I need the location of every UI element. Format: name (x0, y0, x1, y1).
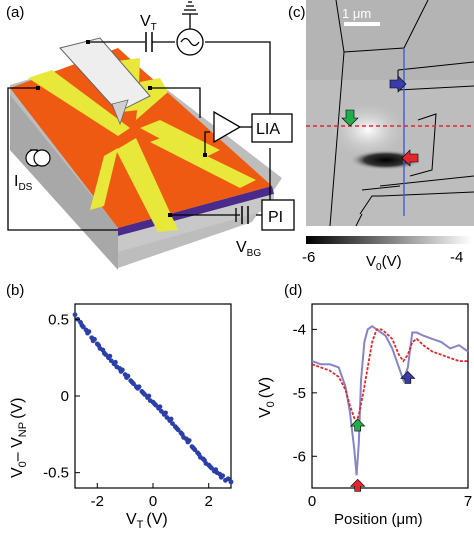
y-tick-label-d: -6 (293, 448, 306, 465)
scatter-point (192, 447, 198, 453)
scatter-point (92, 336, 97, 342)
scatter-point (157, 404, 163, 410)
profile-series-1 (311, 328, 468, 424)
y-axis-label-d: V0(V) (257, 377, 277, 418)
profile-series-0 (311, 324, 469, 476)
y-tick-label: 0 (61, 388, 69, 405)
y-tick-label-d: -5 (293, 385, 306, 402)
vt-label: VT (140, 13, 157, 33)
colorbar-min: -6 (302, 249, 315, 266)
lia-label: LIA (256, 121, 280, 138)
pi-box (261, 199, 295, 231)
pi-label: PI (268, 209, 283, 226)
electrode-bottom-left (90, 148, 118, 210)
x-tick-label-d: 0 (308, 493, 316, 510)
scale-bar (344, 22, 380, 26)
ids-label: IDS (14, 173, 33, 193)
y-tick-label: -0.5 (43, 465, 69, 482)
scatter-point (86, 329, 92, 334)
substrate-front (118, 194, 274, 252)
scatter-point (220, 473, 226, 479)
scatter-point (72, 312, 78, 318)
panel-label-d: (d) (284, 282, 303, 299)
scatter-point (80, 324, 86, 330)
scatter-point (186, 438, 192, 443)
circuit-wires (7, 41, 271, 231)
colorbar-label: V0(V) (366, 253, 402, 273)
colorbar-max: -4 (450, 249, 463, 266)
scatter-point (228, 479, 234, 485)
junction-dots (36, 40, 207, 217)
profile-arrow-marker (349, 418, 366, 432)
electrode-top-left (28, 70, 130, 136)
scatter-points (72, 312, 234, 485)
profile-lines (311, 324, 469, 476)
blue-arrow-icon (389, 75, 407, 93)
axis-ticks: -2 0 2 0.5 0 -0.5 (43, 311, 213, 510)
profile-arrow-marker (400, 371, 416, 384)
scatter-point (142, 392, 148, 397)
scatter-point (136, 384, 142, 390)
scatter-point (168, 416, 174, 422)
vbg-label: VBG (236, 239, 261, 259)
scatter-point (119, 367, 125, 373)
green-arrow-icon (341, 109, 359, 127)
scatter-chart: -2 0 2 0.5 0 -0.5 V0– VNP(V) VT (V) (9, 303, 234, 531)
panel-label-a: (a) (6, 4, 25, 21)
panel-label-b: (b) (6, 282, 25, 299)
scatter-point (164, 415, 170, 420)
scatter-point (209, 465, 214, 471)
scale-bar-label: 1 μm (342, 6, 371, 21)
device-schematic: VT LIA IDS PI VBG (7, 1, 295, 270)
scatter-point (103, 352, 109, 357)
cantilever-tip (111, 99, 129, 126)
lia-box (251, 113, 293, 143)
x-tick-label: -2 (91, 493, 104, 510)
x-axis-label-d: Position (μm) (334, 511, 423, 528)
scatter-point (225, 476, 231, 482)
scatter-point (175, 427, 181, 433)
kpfm-image: 1 μm -6 -4 V0(V) (302, 0, 474, 273)
y-axis-label: V0– VNP(V) (9, 398, 29, 478)
panel-c: 1 μm -6 -4 V0(V) (c) (288, 0, 474, 278)
x-tick-label: 2 (205, 493, 213, 510)
substrate-side (10, 95, 118, 270)
profile-arrow-marker (349, 478, 366, 492)
profile-markers (349, 371, 416, 492)
axis-ticks-d: 0 7 -4 -5 -6 (293, 321, 473, 510)
electrode-bottom (116, 138, 178, 232)
ground-icon (182, 1, 198, 29)
scatter-point (153, 402, 159, 408)
x-tick-label-d: 7 (464, 493, 472, 510)
scatter-point (146, 393, 152, 399)
scatter-point (170, 421, 175, 426)
panel-a: VT LIA IDS PI VBG (a) (0, 0, 300, 278)
electrode-outlines (329, 0, 474, 227)
electrode-center-right (140, 120, 220, 160)
amplifier-icon (213, 110, 242, 144)
line-chart: 0 7 -4 -5 -6 V0(V) Position (μm) (257, 303, 473, 528)
electrode-lower-right (150, 136, 256, 188)
y-tick-label-d: -4 (293, 321, 306, 338)
red-arrow-icon (401, 149, 419, 167)
plot-frame-d (311, 303, 469, 489)
panel-b: -2 0 2 0.5 0 -0.5 V0– VNP(V) VT (V) (b) (0, 278, 240, 531)
x-axis-label: VT (V) (126, 511, 168, 530)
x-tick-label: 0 (149, 493, 157, 510)
scatter-point (158, 408, 164, 414)
scatter-point (112, 359, 118, 365)
plot-frame (74, 303, 232, 489)
panel-d: 0 7 -4 -5 -6 V0(V) Position (μm) (d) (240, 278, 474, 530)
y-tick-label: 0.5 (48, 311, 69, 328)
panel-label-c: (c) (288, 4, 306, 21)
scatter-point (163, 410, 168, 416)
scatter-point (131, 381, 136, 387)
colorbar (306, 236, 472, 244)
current-source-icon (25, 149, 51, 167)
scatter-point (108, 358, 114, 364)
scatter-point (107, 353, 113, 359)
scatter-point (125, 373, 131, 379)
